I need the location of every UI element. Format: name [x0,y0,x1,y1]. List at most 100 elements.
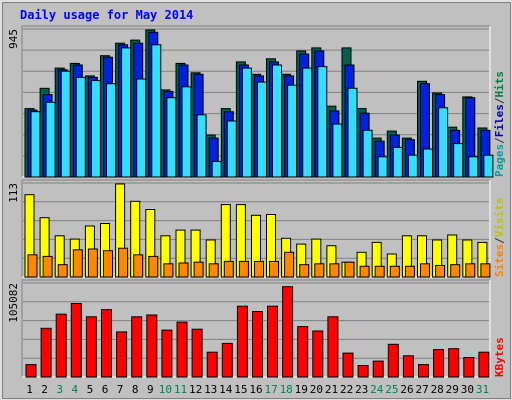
pages-bar-day-28 [438,107,449,178]
pages-bar-day-29 [453,143,464,178]
legend-kbytes: KBytes [493,337,506,377]
pages-bar-day-31 [483,154,494,178]
sites-bar-day-11 [178,262,189,278]
x-tick-label: 16 [249,383,262,396]
kbytes-bar-day-22 [342,352,354,378]
sites-bar-day-20 [314,263,325,278]
legend-entry: / [493,137,506,144]
chart-legends: Pages/Files/Hits Sites/Visits KBytes [493,71,506,377]
sites-bar-day-30 [465,263,476,278]
pages-bar-day-19 [302,67,313,178]
sites-bar-day-12 [193,261,204,278]
x-tick-label: 10 [159,383,172,396]
kbytes-bar-day-11 [176,321,188,378]
sites-bar-day-2 [42,255,53,278]
y-max-label: 105082 [7,283,20,323]
pages-bar-day-9 [151,44,162,178]
panel-border-dark [21,25,490,177]
sites-bar-day-18 [284,251,295,278]
x-tick-label: 29 [446,383,459,396]
kbytes-bar-day-7 [116,331,128,378]
kbytes-bar-day-10 [161,329,173,378]
kbytes-bar-day-18 [282,286,294,378]
kbytes-bar-day-4 [70,303,82,378]
pages-bar-day-1 [30,111,41,178]
kbytes-bar-day-16 [252,311,263,378]
y-max-label: 945 [7,29,20,49]
x-tick-label: 26 [400,383,413,396]
pages-bar-day-2 [45,101,56,178]
kbytes-bar-day-21 [327,316,339,378]
kbytes-bar-day-31 [478,351,490,378]
pages-bar-day-16 [257,81,267,178]
pages-bar-day-15 [241,67,252,178]
x-tick-label: 27 [415,383,428,396]
x-tick-label: 11 [174,383,187,396]
pages-bar-day-3 [60,70,71,178]
pages-bar-day-27 [423,148,433,178]
x-tick-label: 3 [56,383,63,396]
x-tick-label: 24 [370,383,384,396]
pages-bar-day-25 [392,146,403,178]
legend-entry: KBytes [493,337,506,377]
x-tick-label: 2 [41,383,48,396]
x-tick-label: 14 [219,383,233,396]
legend-sites-visits: Sites/Visits [493,198,506,278]
pages-bar-day-12 [196,114,207,178]
kbytes-bar-day-17 [267,305,278,378]
series-pages [30,44,494,178]
x-tick-label: 8 [132,383,139,396]
x-tick-label: 1 [26,383,33,396]
sites-bar-day-27 [420,263,430,278]
sites-bar-day-23 [359,265,370,278]
legend-entry: / [493,237,506,244]
panel-sites-visits: 113 [7,179,491,278]
sites-bar-day-21 [329,263,340,278]
x-tick-label: 20 [310,383,323,396]
sites-bar-day-10 [163,263,174,278]
sites-bar-day-28 [435,265,446,278]
pages-bar-day-22 [347,87,358,178]
x-tick-label: 7 [117,383,124,396]
x-tick-label: 4 [71,383,78,396]
legend-pages-files-hits: Pages/Files/Hits [493,71,506,177]
legend-entry: / [493,97,506,104]
chart-title: Daily usage for May 2014 [20,8,193,22]
kbytes-bar-day-28 [433,349,445,378]
kbytes-bar-day-20 [312,330,324,378]
panel-border-dark [21,279,490,377]
pages-bar-day-5 [90,80,101,178]
panel-kbytes: 105082 [7,279,491,378]
kbytes-bar-day-25 [387,343,399,378]
x-tick-label: 17 [264,383,277,396]
x-tick-label: 12 [189,383,202,396]
x-tick-label: 18 [280,383,293,396]
pages-bar-day-7 [121,47,132,178]
x-tick-label: 6 [102,383,109,396]
legend-entry: Pages [493,144,506,177]
legend-entry: Hits [493,71,506,98]
y-max-label: 113 [7,183,20,203]
series-sites [27,247,491,278]
pages-bar-day-11 [181,86,192,178]
kbytes-bar-day-27 [418,364,429,378]
x-tick-label: 19 [295,383,308,396]
sites-bar-day-16 [254,260,264,278]
x-axis-labels: 1 2 3 4 5 6 7 8 9 10 11 12 13 14 15 16 17 18 19 20 21 22 23 24 2… [26,383,489,396]
kbytes-bar-day-12 [191,328,203,378]
sites-bar-day-24 [374,265,385,278]
kbytes-bar-day-3 [55,313,67,378]
sites-bar-day-22 [344,261,355,278]
sites-bar-day-25 [389,265,400,278]
sites-bar-day-26 [404,265,415,278]
sites-bar-day-8 [133,254,144,278]
pages-bar-day-21 [332,123,343,178]
panel-border-dark [21,179,490,277]
x-tick-label: 13 [204,383,217,396]
kbytes-bar-day-14 [221,342,233,378]
kbytes-bar-day-13 [206,351,218,378]
x-tick-label: 22 [340,383,353,396]
kbytes-bar-day-1 [25,364,37,378]
kbytes-bar-day-19 [297,326,309,378]
kbytes-bar-day-29 [448,348,460,378]
